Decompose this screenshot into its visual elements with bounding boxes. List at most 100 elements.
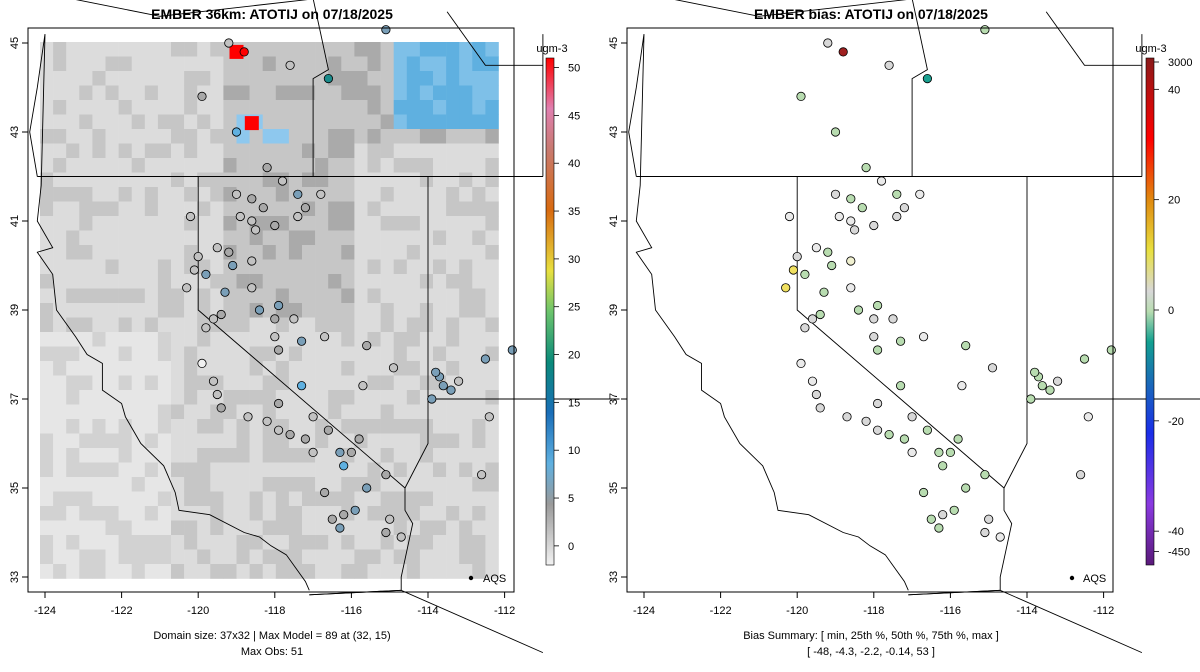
grid-cell [92, 317, 106, 333]
grid-cell [105, 346, 119, 362]
grid-cell [315, 390, 329, 405]
grid-cell [40, 433, 54, 449]
grid-cell [485, 245, 499, 260]
grid-cell [249, 332, 263, 347]
station-point [869, 332, 879, 342]
grid-cell [262, 375, 277, 391]
grid-cell [380, 375, 394, 391]
station-point [1076, 470, 1086, 480]
grid-cell [197, 419, 211, 434]
grid-cell [315, 520, 329, 536]
grid-cell [184, 201, 198, 217]
grid-cell [40, 71, 54, 86]
grid-cell [53, 274, 67, 289]
grid-cell [354, 317, 368, 333]
grid-cell [419, 288, 434, 304]
grid-cell [485, 274, 499, 289]
grid-cell [131, 259, 146, 275]
grid-cell [354, 216, 368, 231]
grid-cell [197, 448, 211, 463]
grid-cell [433, 535, 447, 550]
grid-cell [459, 158, 473, 173]
grid-cell [367, 42, 381, 57]
grid-cell [197, 564, 211, 579]
grid-cell [419, 433, 434, 449]
grid-cell [485, 56, 499, 72]
grid-cell [210, 172, 224, 188]
grid-cell [341, 288, 355, 304]
grid-cell [485, 535, 499, 550]
grid-cell [249, 42, 263, 57]
station-point [953, 434, 963, 444]
grid-cell [433, 114, 447, 130]
grid-cell [393, 114, 408, 130]
grid-cell [171, 85, 185, 101]
left-colorbar-ticks: 0 5 10 15 20 25 30 35 40 45 50 [554, 63, 580, 553]
grid-cell [53, 462, 67, 478]
grid-cell [367, 216, 381, 231]
grid-cell [249, 158, 263, 173]
y-tick-label: 35 [608, 482, 620, 494]
grid-cell [406, 56, 421, 72]
grid-cell [184, 361, 198, 376]
grid-cell [66, 520, 80, 536]
grid-cell [171, 230, 185, 246]
grid-cell [485, 143, 499, 159]
grid-cell [472, 564, 486, 579]
grid-cell [393, 100, 408, 115]
grid-cell [315, 317, 329, 333]
grid-cell [302, 535, 316, 550]
grid-cell [197, 201, 211, 217]
grid-cell [472, 187, 486, 202]
station-point [354, 434, 364, 444]
grid-cell [157, 346, 172, 362]
grid-cell [315, 100, 329, 115]
grid-cell [341, 201, 355, 217]
grid-cell [157, 114, 172, 130]
grid-cell [288, 288, 303, 304]
grid-cell [485, 390, 499, 405]
station-point [431, 367, 441, 377]
grid-cell [485, 259, 499, 275]
grid-cell [459, 216, 473, 231]
grid-cell [144, 448, 159, 463]
grid-cell [249, 100, 263, 115]
station-point [300, 203, 310, 213]
grid-cell [79, 404, 93, 420]
grid-cell [157, 230, 172, 246]
grid-cell [79, 390, 93, 405]
y-tick-label: 37 [9, 393, 21, 405]
grid-cell [262, 491, 277, 507]
station-point [861, 416, 871, 426]
station-point [285, 60, 295, 70]
grid-cell [105, 230, 119, 246]
grid-cell [118, 114, 132, 130]
grid-cell [236, 245, 250, 260]
grid-cell [302, 216, 316, 231]
grid-cell [419, 375, 434, 391]
grid-cell [66, 448, 80, 463]
grid-cell [302, 143, 316, 159]
grid-cell [354, 448, 368, 463]
grid-cell [197, 462, 211, 478]
grid-cell [131, 462, 146, 478]
grid-cell [131, 375, 146, 391]
grid-cell [197, 56, 211, 72]
grid-cell [144, 520, 159, 536]
grid-cell [485, 361, 499, 376]
station-point [251, 225, 261, 235]
grid-cell [105, 143, 119, 159]
grid-cell [406, 332, 421, 347]
left-map-lines [29, 0, 620, 654]
station-point [815, 403, 825, 413]
grid-cell [393, 549, 408, 565]
grid-cell [53, 56, 67, 72]
station-point [277, 176, 288, 186]
grid-cell [236, 448, 250, 463]
grid-cell [92, 564, 106, 579]
grid-cell [105, 56, 119, 72]
grid-cell [197, 433, 211, 449]
boundary-line [674, 0, 907, 17]
grid-cell [184, 520, 198, 536]
